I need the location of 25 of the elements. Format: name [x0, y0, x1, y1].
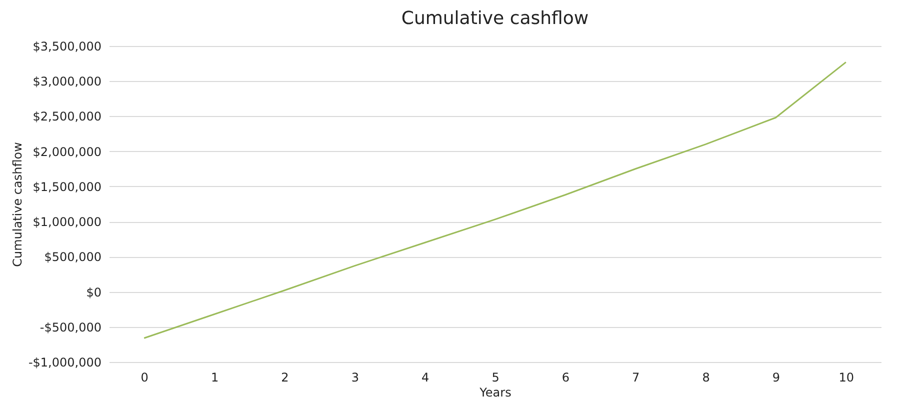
x-tick-label: 10 [838, 370, 854, 384]
line-series [143, 61, 847, 339]
y-tick-label: $2,000,000 [32, 144, 102, 159]
x-tick-label: 1 [210, 370, 219, 384]
x-tick-label: 0 [140, 370, 148, 384]
x-tick-label: 9 [772, 370, 780, 384]
x-tick-label: 3 [351, 370, 359, 384]
y-tick-label: $1,500,000 [32, 180, 102, 194]
y-tick-label: -$500,000 [40, 320, 102, 334]
y-tick-label: $1,000,000 [32, 215, 102, 230]
y-axis-title: Cumulative cashflow [10, 142, 24, 267]
x-tick-label: 2 [281, 370, 289, 384]
x-tick-label: 8 [702, 370, 710, 384]
y-tick-label: $3,000,000 [32, 74, 102, 89]
x-tick-label: 6 [562, 370, 570, 384]
y-tick-label: $500,000 [44, 250, 102, 264]
x-axis-title: Years [478, 386, 512, 400]
y-tick-label: -$1,000,000 [28, 356, 102, 370]
x-tick-label: 4 [422, 370, 430, 384]
y-tick-label: $2,500,000 [32, 110, 102, 124]
y-tick-label: $0 [86, 285, 102, 300]
x-tick-label: 7 [632, 370, 640, 384]
chart-title: Cumulative cashflow [401, 8, 589, 29]
y-tick-label: $3,500,000 [32, 40, 102, 54]
x-tick-label: 5 [492, 370, 500, 384]
